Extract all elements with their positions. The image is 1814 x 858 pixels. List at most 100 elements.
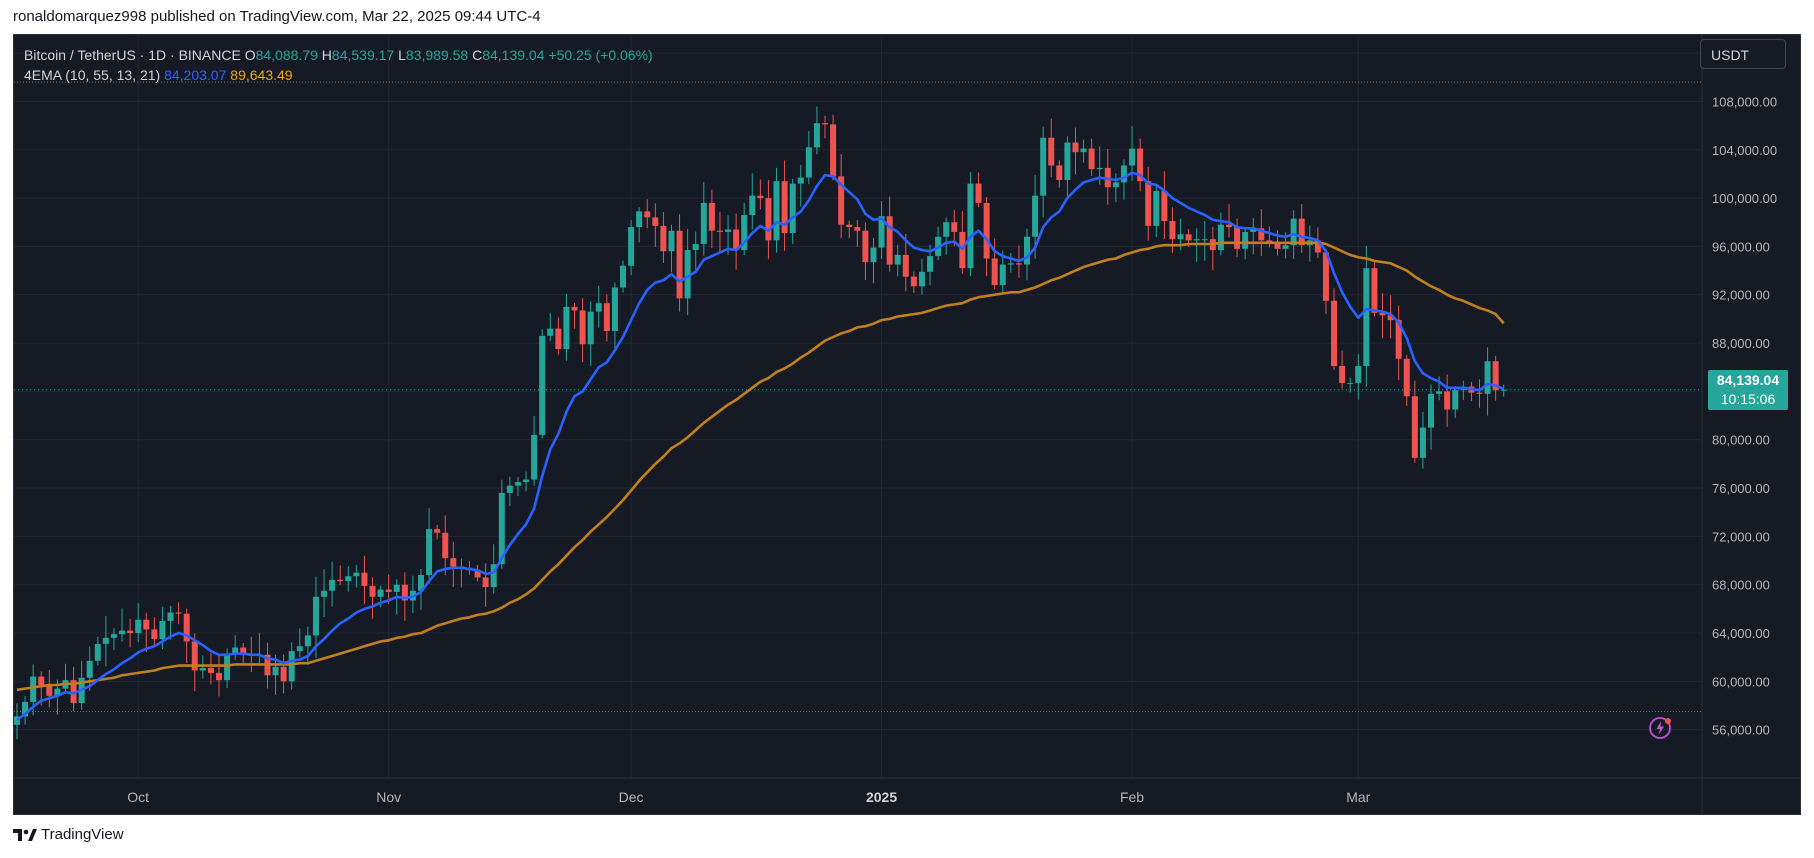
candle <box>587 301 594 366</box>
candle <box>14 703 20 740</box>
candle <box>102 616 109 667</box>
candle <box>716 211 723 254</box>
candle <box>830 114 837 181</box>
open-label: O <box>244 47 256 63</box>
candle-body <box>1484 361 1491 394</box>
candle-body <box>1411 396 1418 458</box>
candle-body <box>119 630 126 635</box>
candle-body <box>822 123 828 125</box>
candle <box>620 260 626 293</box>
candle-body <box>539 335 546 435</box>
candle-body <box>716 230 723 232</box>
candle-body <box>813 123 820 148</box>
candle-body <box>288 651 295 682</box>
candle <box>1258 208 1265 256</box>
candle-body <box>1080 148 1087 153</box>
candle <box>353 564 360 588</box>
candle-body <box>1064 142 1071 180</box>
candle <box>94 636 101 666</box>
candle <box>143 612 150 653</box>
candle-body <box>571 306 578 311</box>
chart-panel[interactable]: 56,000.00 60,000.00 64,000.00 68,000.00 72,0… <box>13 34 1801 815</box>
candle-body <box>1258 228 1265 241</box>
candle <box>749 173 756 230</box>
candle <box>1048 118 1055 178</box>
y-tick-label: 104,000.00 <box>1712 143 1777 158</box>
candle-body <box>207 668 214 673</box>
candle-body <box>498 492 505 565</box>
candle-body <box>700 202 707 245</box>
candle-body <box>54 688 61 696</box>
candle <box>684 228 691 316</box>
candle-body <box>127 630 134 634</box>
candle <box>1395 305 1402 381</box>
publish-info: ronaldomarquez998 published on TradingVi… <box>13 8 541 25</box>
candle-body <box>353 572 360 577</box>
y-tick-label: 88,000.00 <box>1712 336 1770 351</box>
candle-body <box>1363 268 1370 367</box>
change-value: +50.25 (+0.06%) <box>548 47 653 63</box>
candle-body <box>620 265 626 288</box>
candle <box>369 577 376 619</box>
candle <box>611 282 618 352</box>
candle-body <box>555 328 562 350</box>
candle <box>1161 171 1168 240</box>
candle-body <box>1161 190 1168 222</box>
symbol-label[interactable]: Bitcoin / TetherUS · 1D · BINANCE <box>24 47 241 63</box>
candle-body <box>94 643 101 661</box>
y-tick-label: 108,000.00 <box>1712 94 1777 109</box>
candle-body <box>862 230 869 263</box>
candle <box>943 217 950 255</box>
candle <box>1379 292 1386 339</box>
candle <box>862 222 869 281</box>
candle <box>902 233 909 292</box>
candle-body <box>1436 391 1443 394</box>
x-tick-label: Oct <box>127 789 149 805</box>
y-tick-label: 92,000.00 <box>1712 288 1770 303</box>
candle-body <box>232 647 239 655</box>
candle-body <box>628 227 635 266</box>
candle-body <box>757 195 764 199</box>
candle-body <box>442 532 449 559</box>
candle <box>571 303 578 329</box>
candle-body <box>272 666 279 676</box>
candle-body <box>1371 268 1378 313</box>
candle-body <box>1145 181 1152 226</box>
candle-body <box>797 177 804 184</box>
candle-body <box>878 216 885 248</box>
candle-body <box>1072 142 1079 153</box>
footer-brand[interactable]: TradingView <box>13 826 124 843</box>
last-price-value: 84,139.04 <box>1716 371 1780 388</box>
published-text: published on TradingView.com, <box>150 8 358 25</box>
candle <box>418 568 424 610</box>
candle-body <box>1387 315 1394 321</box>
lightning-icon[interactable] <box>1648 715 1674 741</box>
x-tick-label: Dec <box>619 789 644 805</box>
candle-body <box>1274 242 1281 249</box>
indicator-label[interactable]: 4EMA (10, 55, 13, 21) <box>24 67 161 83</box>
candle-body <box>975 183 982 203</box>
price-chart[interactable]: 56,000.00 60,000.00 64,000.00 68,000.00 72,0… <box>14 35 1800 814</box>
candle-body <box>1056 165 1063 180</box>
bar-countdown: 10:15:06 <box>1720 390 1776 407</box>
currency-selector[interactable]: USDT <box>1700 39 1786 69</box>
candle-body <box>967 183 974 269</box>
candle-body <box>951 222 958 232</box>
candle-body <box>1201 239 1208 241</box>
candle <box>151 617 158 648</box>
ema-slow-value: 89,643.49 <box>230 67 293 83</box>
author-name[interactable]: ronaldomarquez998 <box>13 8 147 25</box>
y-tick-label: 72,000.00 <box>1712 529 1770 544</box>
candle-body <box>910 276 917 287</box>
candle-body <box>369 585 376 597</box>
candle-body <box>1193 239 1200 241</box>
candle <box>191 633 198 692</box>
candle <box>733 213 740 270</box>
candle <box>1217 212 1224 256</box>
candle-body <box>329 579 336 591</box>
candle <box>951 209 958 247</box>
candle-body <box>175 612 182 614</box>
candle-body <box>345 576 352 582</box>
y-tick-label: 68,000.00 <box>1712 578 1770 593</box>
candle <box>773 167 780 253</box>
